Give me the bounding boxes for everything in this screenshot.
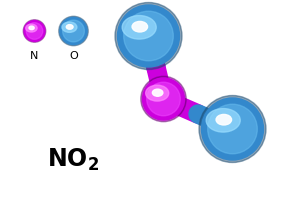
- Ellipse shape: [146, 85, 169, 101]
- Ellipse shape: [115, 3, 182, 69]
- Ellipse shape: [208, 104, 257, 154]
- Ellipse shape: [216, 114, 232, 125]
- Ellipse shape: [23, 20, 46, 42]
- Ellipse shape: [142, 78, 184, 120]
- Ellipse shape: [141, 76, 186, 122]
- Text: $\mathbf{NO_2}$: $\mathbf{NO_2}$: [47, 147, 100, 173]
- Ellipse shape: [202, 98, 263, 160]
- Ellipse shape: [29, 26, 34, 30]
- Ellipse shape: [63, 20, 84, 42]
- Ellipse shape: [152, 89, 163, 96]
- Text: N: N: [30, 51, 39, 61]
- Ellipse shape: [124, 11, 173, 61]
- Ellipse shape: [199, 96, 266, 162]
- Ellipse shape: [59, 16, 88, 46]
- Ellipse shape: [26, 24, 37, 32]
- Ellipse shape: [132, 21, 148, 32]
- Ellipse shape: [62, 22, 77, 32]
- Ellipse shape: [118, 5, 179, 67]
- Ellipse shape: [24, 21, 45, 41]
- Text: O: O: [69, 51, 78, 61]
- Ellipse shape: [60, 17, 87, 45]
- Ellipse shape: [66, 25, 73, 29]
- Ellipse shape: [206, 109, 240, 132]
- Ellipse shape: [26, 23, 43, 39]
- Ellipse shape: [147, 82, 180, 116]
- Ellipse shape: [122, 16, 156, 39]
